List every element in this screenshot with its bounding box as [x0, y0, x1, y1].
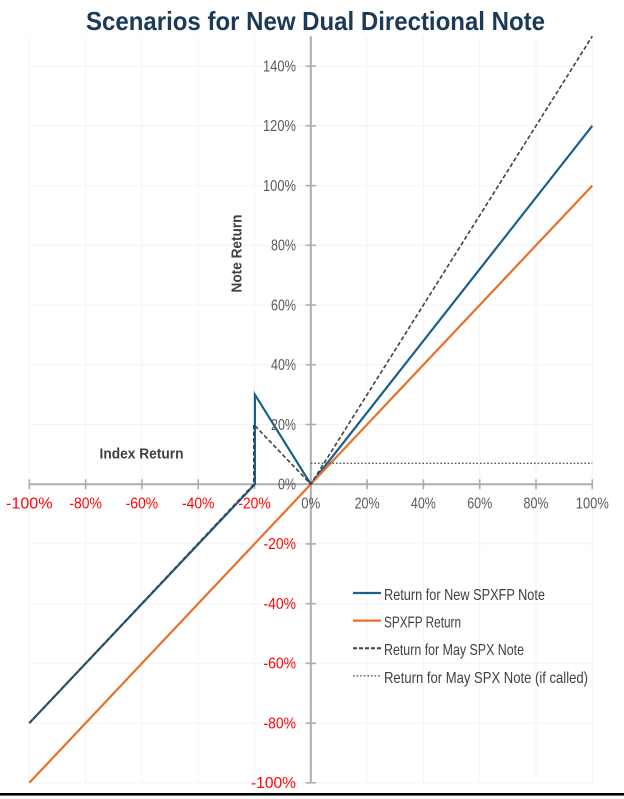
svg-text:0%: 0%	[278, 477, 296, 494]
svg-text:20%: 20%	[355, 496, 380, 513]
svg-text:60%: 60%	[271, 297, 296, 314]
svg-text:20%: 20%	[271, 417, 296, 434]
svg-text:-60%: -60%	[264, 656, 297, 673]
svg-text:100%: 100%	[263, 178, 296, 195]
svg-text:40%: 40%	[271, 357, 296, 374]
svg-text:Note Return: Note Return	[230, 215, 246, 293]
svg-text:-100%: -100%	[6, 496, 53, 513]
svg-text:SPXFP Return: SPXFP Return	[384, 615, 461, 632]
svg-text:Return for May SPX Note (if ca: Return for May SPX Note (if called)	[384, 670, 588, 687]
svg-text:Return for New SPXFP Note: Return for New SPXFP Note	[384, 587, 545, 604]
svg-text:-40%: -40%	[182, 496, 215, 513]
svg-text:140%: 140%	[263, 58, 296, 75]
svg-text:Index Return: Index Return	[100, 446, 184, 462]
svg-text:80%: 80%	[271, 238, 296, 255]
svg-text:-20%: -20%	[238, 496, 271, 513]
svg-text:Scenarios for New Dual Directi: Scenarios for New Dual Directional Note	[86, 6, 545, 36]
svg-text:-60%: -60%	[126, 496, 159, 513]
svg-text:60%: 60%	[467, 496, 492, 513]
svg-text:100%: 100%	[576, 496, 609, 513]
svg-text:120%: 120%	[263, 118, 296, 135]
svg-text:0%: 0%	[301, 496, 320, 513]
svg-text:-80%: -80%	[264, 715, 297, 732]
svg-text:80%: 80%	[524, 496, 549, 513]
svg-text:-40%: -40%	[264, 596, 297, 613]
svg-text:-20%: -20%	[264, 536, 297, 553]
svg-text:Return for May SPX Note: Return for May SPX Note	[384, 642, 524, 659]
svg-text:40%: 40%	[411, 496, 436, 513]
svg-text:-80%: -80%	[69, 496, 102, 513]
svg-text:-100%: -100%	[251, 775, 296, 792]
